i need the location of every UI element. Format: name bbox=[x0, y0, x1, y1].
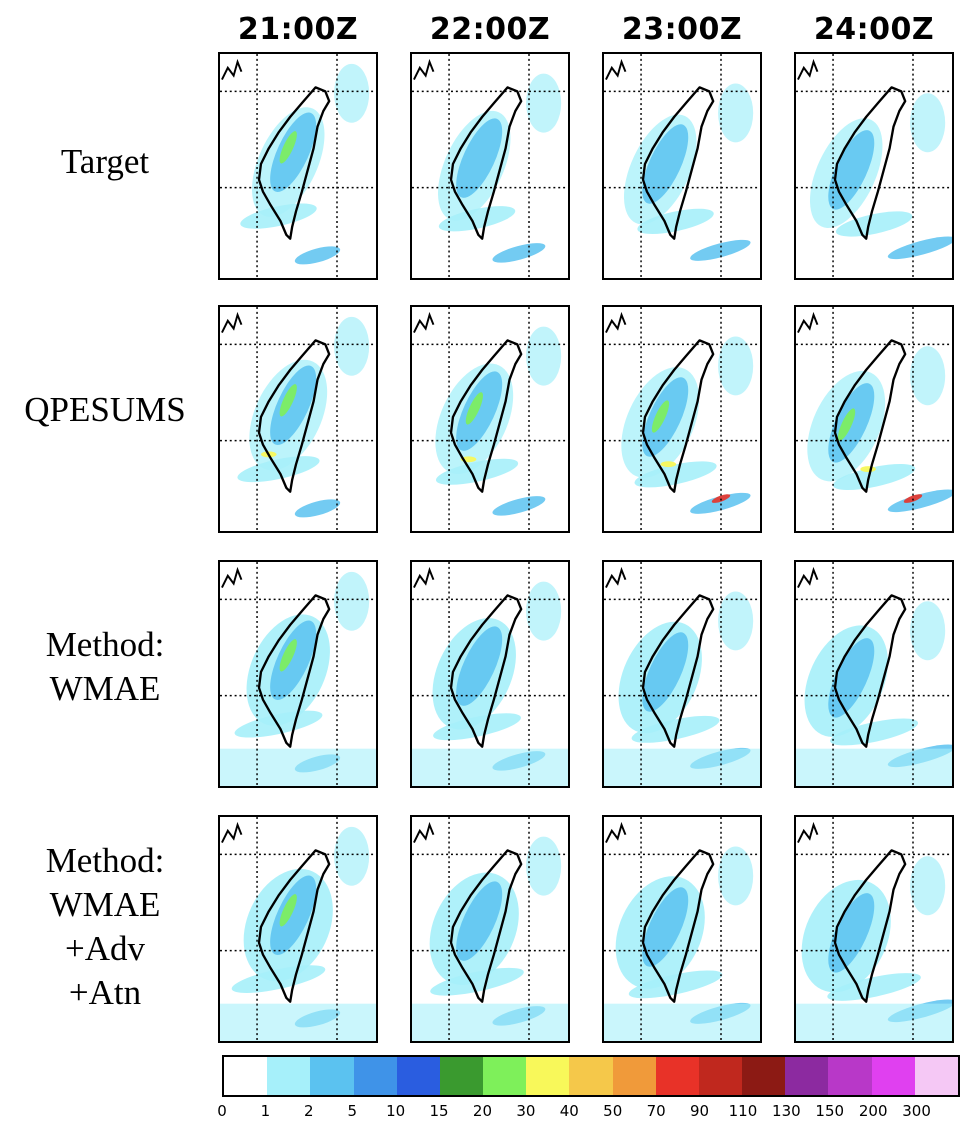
colorbar-swatch bbox=[267, 1057, 311, 1095]
colorbar-tick-label: 15 bbox=[429, 1102, 449, 1120]
row-label-line: Method: bbox=[45, 841, 165, 880]
colorbar-swatch bbox=[655, 1057, 699, 1095]
colorbar-tick-label: 30 bbox=[516, 1102, 536, 1120]
row-label-line: +Adv bbox=[64, 929, 145, 968]
column-header: 21:00Z bbox=[237, 12, 359, 47]
map-panel bbox=[602, 52, 762, 280]
map-panel bbox=[602, 815, 762, 1043]
colorbar-tick-label: 20 bbox=[472, 1102, 493, 1120]
colorbar-tick-label: 110 bbox=[728, 1102, 758, 1120]
colorbar-swatch bbox=[612, 1057, 656, 1095]
colorbar-tick-label: 5 bbox=[347, 1102, 358, 1120]
row-label-line: Method: bbox=[45, 625, 165, 664]
colorbar-swatch bbox=[224, 1057, 268, 1095]
row-label: Method: WMAE bbox=[0, 623, 210, 711]
map-panel bbox=[410, 815, 570, 1043]
colorbar-swatch bbox=[742, 1057, 786, 1095]
colorbar-tick-label: 40 bbox=[559, 1102, 579, 1120]
map-panel bbox=[218, 815, 378, 1043]
map-panel bbox=[218, 52, 378, 280]
colorbar-tick-label: 130 bbox=[772, 1102, 801, 1120]
column-header: 24:00Z bbox=[813, 12, 935, 47]
colorbar-tick-label: 150 bbox=[815, 1102, 845, 1120]
colorbar-swatch bbox=[353, 1057, 397, 1095]
colorbar-swatch bbox=[526, 1057, 570, 1095]
row-label-line: WMAE bbox=[49, 669, 161, 708]
colorbar-tick-label: 70 bbox=[646, 1102, 666, 1120]
column-header: 23:00Z bbox=[621, 12, 743, 47]
row-label-line: QPESUMS bbox=[24, 390, 186, 429]
row-label: QPESUMS bbox=[0, 388, 210, 432]
column-header: 22:00Z bbox=[429, 12, 551, 47]
colorbar bbox=[222, 1055, 960, 1097]
map-panel bbox=[410, 560, 570, 788]
colorbar-swatch bbox=[785, 1057, 829, 1095]
colorbar-tick-label: 10 bbox=[386, 1102, 406, 1120]
colorbar-swatch bbox=[569, 1057, 613, 1095]
colorbar-swatch bbox=[439, 1057, 484, 1095]
map-panel bbox=[218, 305, 378, 533]
map-panel bbox=[794, 305, 954, 533]
map-panel bbox=[794, 52, 954, 280]
colorbar-tick-label: 1 bbox=[260, 1102, 271, 1120]
row-label: Target bbox=[0, 140, 210, 184]
colorbar-tick-label: 0 bbox=[217, 1102, 227, 1120]
colorbar-tick-label: 200 bbox=[858, 1102, 888, 1120]
colorbar-swatch bbox=[310, 1057, 354, 1095]
map-panel bbox=[410, 305, 570, 533]
map-panel bbox=[218, 560, 378, 788]
colorbar-tick-label: 2 bbox=[304, 1102, 314, 1120]
row-label-line: WMAE bbox=[49, 885, 161, 924]
colorbar-swatch bbox=[698, 1057, 743, 1095]
colorbar-swatch bbox=[871, 1057, 915, 1095]
colorbar-tick-label: 90 bbox=[689, 1102, 710, 1120]
colorbar-swatch bbox=[396, 1057, 440, 1095]
map-panel bbox=[602, 305, 762, 533]
colorbar-swatch bbox=[483, 1057, 527, 1095]
map-panel bbox=[794, 815, 954, 1043]
map-panel bbox=[794, 560, 954, 788]
row-label-line: Target bbox=[60, 142, 150, 181]
row-label: Method: WMAE +Adv +Atn bbox=[0, 839, 210, 1015]
map-panel bbox=[602, 560, 762, 788]
map-panel bbox=[410, 52, 570, 280]
colorbar-tick-label: 50 bbox=[603, 1102, 623, 1120]
colorbar-tick-label: 300 bbox=[902, 1102, 931, 1120]
colorbar-swatch bbox=[914, 1057, 958, 1095]
colorbar-swatch bbox=[828, 1057, 872, 1095]
row-label-line: +Atn bbox=[68, 973, 142, 1012]
